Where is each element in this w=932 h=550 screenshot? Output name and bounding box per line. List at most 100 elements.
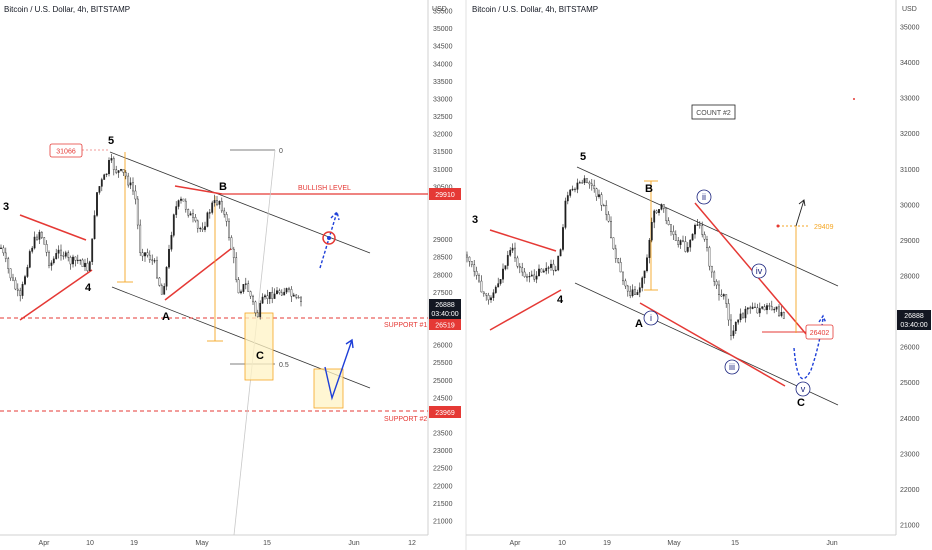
left-candle-body (98, 186, 101, 193)
left-candle-body (52, 258, 55, 264)
right-candle-body (658, 209, 660, 213)
left-candle-body (57, 249, 60, 254)
right-candle-body (566, 195, 569, 202)
left-candle-body (228, 221, 230, 238)
right-y-tick-label: 32000 (900, 131, 920, 138)
left-candle-body (194, 217, 197, 222)
right-candle-body (660, 204, 663, 210)
right-candle-body (715, 281, 718, 286)
right-low-label-box (805, 324, 834, 340)
right-candle-body (494, 286, 497, 293)
right-y-tick-label: 28000 (900, 274, 920, 281)
right-currency-label: USD (902, 6, 917, 13)
left-candle-body (187, 209, 190, 216)
right-wave-5: 5 (580, 151, 586, 163)
left-candle-body (216, 200, 218, 205)
left-x-tick-label: 15 (263, 540, 271, 547)
right-candle-body (650, 222, 653, 241)
right-candle-body (763, 306, 766, 311)
left-c-target-box (244, 312, 274, 381)
left-candle-body (192, 213, 194, 218)
left-x-tick-label: May (195, 540, 209, 547)
left-wave-5: 5 (108, 135, 114, 147)
right-y-tick-label: 30000 (900, 202, 920, 209)
fib-0-label: 0 (279, 148, 283, 155)
left-candle-body (256, 312, 259, 318)
right-candle-body (725, 294, 728, 304)
left-candle-body (297, 297, 300, 299)
left-candle-body (33, 236, 36, 249)
right-candle-body (605, 205, 608, 215)
right-candle-body (571, 188, 574, 191)
right-candle-body (590, 183, 593, 186)
left-candle-body (225, 214, 228, 222)
left-candle-body (170, 235, 173, 250)
right-wave-a: A (635, 318, 643, 330)
fib-05-label: 0.5 (279, 362, 289, 369)
right-candle-body (586, 178, 588, 183)
left-b-triangle-lower (164, 247, 233, 301)
right-candle-body (720, 294, 723, 297)
right-wave-c: C (797, 397, 805, 409)
right-candle-body (751, 306, 754, 309)
right-candle-body (665, 208, 668, 221)
right-candle-body (538, 268, 540, 277)
right-candle-body (754, 306, 756, 309)
right-candle-body (535, 275, 538, 280)
left-candle-body (168, 249, 170, 268)
left-candle-body (244, 283, 247, 285)
right-subwave-ii: ii (702, 192, 706, 202)
right-subwave-v-circle (795, 381, 811, 397)
left-candle-body (254, 301, 257, 314)
left-y-tick-label: 29000 (433, 237, 453, 244)
right-candle-body (742, 313, 744, 319)
right-subwave-ii-circle (696, 189, 712, 205)
left-candle-body (28, 251, 31, 268)
left-candle-body (79, 259, 82, 261)
right-candle-body (696, 224, 699, 226)
left-candle-body (62, 255, 65, 257)
left-candle-body (141, 252, 144, 257)
right-y-tick-label: 31000 (900, 167, 920, 174)
right-candle-body (653, 210, 656, 223)
right-candle-body (648, 239, 651, 258)
right-candle-body (706, 239, 708, 248)
right-x-tick-label: Apr (510, 540, 522, 547)
right-candle-body (468, 256, 471, 262)
left-candle-body (139, 224, 142, 253)
right-x-tick-label: 15 (731, 540, 739, 547)
left-candle-body (129, 182, 132, 186)
right-candle-body (622, 271, 624, 282)
left-candle-body (165, 266, 168, 287)
left-candle-body (300, 297, 302, 302)
left-x-tick-label: 19 (130, 540, 138, 547)
left-candle-body (163, 286, 166, 295)
left-y-tick-label: 26000 (433, 343, 453, 350)
right-candle-body (554, 269, 557, 272)
left-candle-body (292, 294, 295, 297)
left-candle-body (105, 173, 108, 175)
right-candle-body (506, 255, 509, 266)
left-candle-body (122, 169, 125, 173)
left-candle-body (264, 295, 266, 298)
left-x-tick-label: 12 (408, 540, 416, 547)
right-candle-body (739, 313, 742, 320)
right-current-price-tag-countdown: 03:40:00 (900, 322, 927, 329)
right-candle-body (533, 274, 536, 280)
right-candle-body (694, 224, 696, 235)
left-candle-body (196, 220, 199, 229)
left-y-tick-label: 35000 (433, 26, 453, 33)
support-1-price-tag (429, 319, 461, 330)
right-candle-body (677, 240, 680, 245)
left-candle-body (240, 291, 242, 294)
left-candle-body (132, 182, 134, 192)
right-y-tick-label: 34000 (900, 60, 920, 67)
left-candle-body (259, 303, 262, 318)
bullish-level-label: BULLISH LEVEL (298, 185, 351, 192)
left-candle-body (117, 170, 120, 173)
right-candle-body (679, 240, 682, 245)
right-candle-body (746, 307, 749, 310)
left-candle-body (50, 262, 53, 266)
left-breakout-dot (327, 236, 331, 240)
